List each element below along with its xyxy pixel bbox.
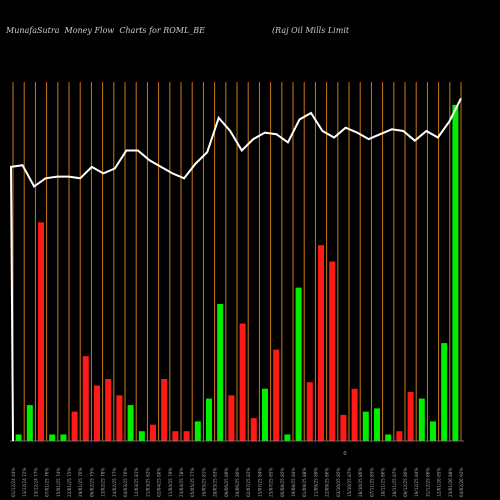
- bar-down: [273, 349, 280, 441]
- bar-down: [396, 431, 403, 441]
- x-tick-label: 22/09/25 86%: [325, 468, 330, 497]
- x-tick-label: 03/10/25 85%: [336, 468, 341, 497]
- bar-down: [340, 414, 347, 441]
- bar-down: [239, 323, 246, 441]
- bar-down: [161, 378, 168, 441]
- x-tick-label: 16/05/25 81%: [201, 468, 206, 497]
- bar-down: [329, 261, 336, 441]
- x-tick-label: 05/05/25 77%: [190, 468, 195, 497]
- chart-title: MunafaSutra Money Flow Charts for ROML_B…: [6, 26, 206, 35]
- x-tick-label: 25/07/25 85%: [269, 468, 274, 497]
- x-tick-label: 06/08/25 85%: [280, 468, 285, 497]
- axis-marker: 0: [343, 451, 346, 457]
- x-tick-label: 11/04/25 79%: [168, 468, 173, 497]
- x-tick-label: 23/12/24 77%: [33, 468, 38, 497]
- bar-down: [351, 388, 358, 441]
- bar-down: [228, 395, 235, 441]
- x-tick-label: 15/07/25 84%: [257, 468, 262, 497]
- bar-up: [138, 431, 145, 441]
- bar-up: [374, 408, 380, 441]
- x-tick-label: 22/01/25 75%: [67, 468, 72, 497]
- x-tick-label: 28/11/25 87%: [392, 468, 397, 497]
- x-tick-label: 13/02/25 78%: [101, 468, 106, 497]
- x-tick-label: 23/04/25 78%: [179, 468, 184, 497]
- bar-up: [284, 434, 291, 441]
- bar-down: [116, 395, 123, 441]
- x-tick-label: 21/03/25 82%: [145, 468, 150, 497]
- bar-up: [217, 303, 224, 441]
- bar-down: [306, 382, 313, 441]
- x-tick-label: 20/06/25 86%: [235, 468, 240, 497]
- x-tick-label: 07/11/25 85%: [369, 468, 374, 497]
- x-tick-label: 23/01/26 88%: [448, 468, 453, 497]
- bar-up: [430, 421, 436, 441]
- x-tick-label: 12/03/25 81%: [134, 468, 139, 497]
- x-tick-label: 31/12/25 86%: [425, 468, 430, 497]
- bar-up: [49, 434, 56, 441]
- x-tick-label: 02/04/25 80%: [157, 468, 162, 497]
- bar-down: [82, 356, 89, 441]
- x-tick-label: 04/03/25 76%: [123, 468, 128, 497]
- x-tick-label: 07/01/25 76%: [45, 468, 50, 497]
- bar-up: [127, 405, 134, 441]
- x-tick-label: 15/10/25 87%: [347, 468, 352, 497]
- bar-down: [407, 392, 414, 441]
- bar-up: [262, 388, 268, 441]
- bar-up: [26, 405, 33, 441]
- bar-down: [150, 424, 156, 441]
- bar-up: [362, 411, 369, 441]
- bar-up: [60, 434, 67, 441]
- x-tick-label: 19/08/25 84%: [291, 468, 296, 497]
- bar-down: [105, 378, 112, 441]
- x-tick-label: 28/10/25 86%: [358, 468, 363, 497]
- x-tick-label: 24/02/25 77%: [112, 468, 117, 497]
- x-tick-label: 09/12/25 86%: [403, 468, 408, 497]
- x-tick-label: 02/07/25 82%: [246, 468, 251, 497]
- x-tick-label: 01/12/24 44%: [11, 468, 16, 497]
- bar-down: [183, 431, 190, 441]
- bar-up: [452, 104, 459, 441]
- bar-up: [385, 434, 392, 441]
- x-tick-label: 29/01/25 76%: [78, 468, 83, 497]
- x-tick-label: 06/02/25 75%: [89, 468, 94, 497]
- bar-down: [38, 222, 44, 441]
- money-flow-line: [9, 97, 462, 442]
- chart-subtitle: (Raj Oil Mills Limit: [272, 26, 350, 35]
- bar-down: [250, 418, 257, 441]
- bar-up: [418, 398, 425, 441]
- x-tick-label: 15/01/25 74%: [56, 468, 61, 497]
- bar-down: [94, 385, 100, 441]
- bar-up: [206, 398, 212, 441]
- bar-down: [318, 245, 324, 441]
- bar-down: [71, 411, 78, 441]
- bar-down: [172, 431, 179, 441]
- bar-up: [15, 434, 22, 441]
- x-tick-label: 04/02/26 92%: [459, 468, 464, 497]
- x-tick-label: 11/09/25 89%: [313, 468, 318, 497]
- bar-up: [295, 287, 302, 441]
- x-tick-label: 18/11/25 86%: [381, 468, 386, 497]
- x-tick-label: 19/12/25 84%: [414, 468, 419, 497]
- x-tick-label: 13/12/24 72%: [22, 468, 27, 497]
- bar-up: [194, 421, 201, 441]
- x-tick-label: 01/09/25 88%: [302, 468, 307, 497]
- x-tick-label: 09/06/25 89%: [224, 468, 229, 497]
- x-tick-label: 12/01/26 85%: [437, 468, 442, 497]
- bar-up: [441, 343, 448, 441]
- x-tick-label: 28/05/25 83%: [213, 468, 218, 497]
